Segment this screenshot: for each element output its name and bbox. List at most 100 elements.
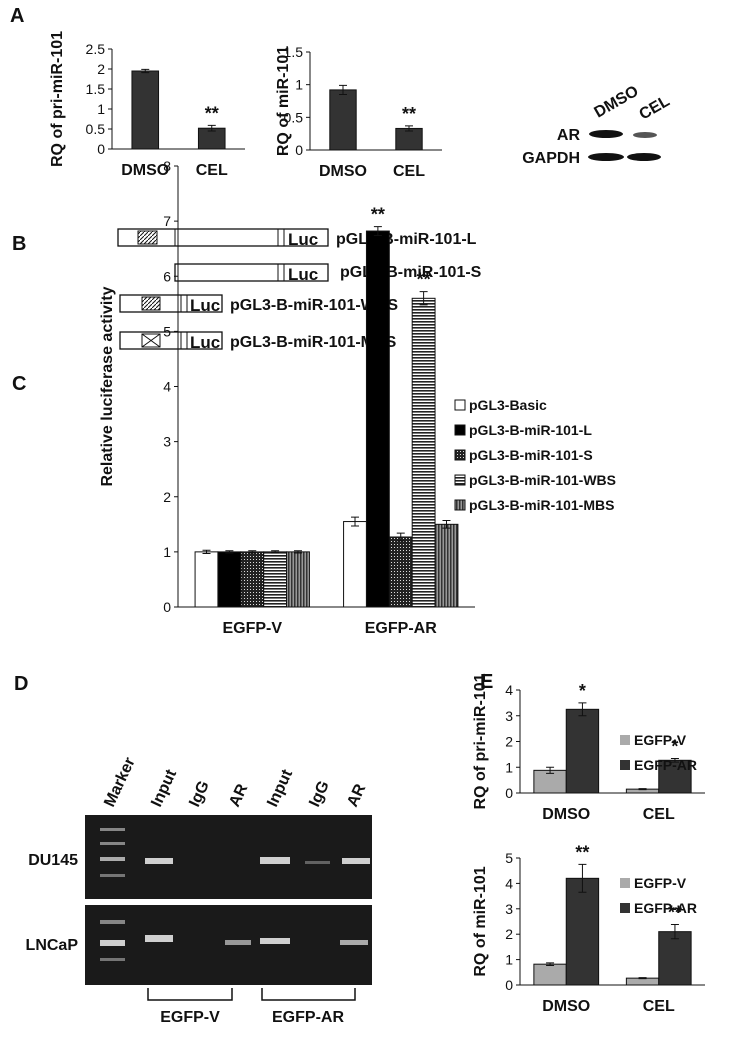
band [627,153,661,161]
y-tick-label: 0 [97,141,105,157]
y-axis-label: Relative luciferase activity [99,286,116,486]
error-bar [396,532,405,542]
x-tick-label: EGFP-AR [365,620,437,637]
error-bar [202,549,211,555]
legend-swatch [454,474,466,486]
y-tick-label: 1 [505,759,513,775]
legend-swatch [454,424,466,436]
x-tick-label: CEL [196,162,228,179]
x-tick-label: CEL [643,998,675,1015]
blot-lane-label: DMSO [592,83,642,122]
y-tick-label: 1.5 [86,81,106,97]
blot-lane-label: CEL [637,93,673,124]
lane-label: Input [264,766,296,809]
legend-label: EGFP-V [634,732,687,748]
significance: ** [402,104,416,124]
y-tick-label: 1 [505,952,513,968]
band [633,132,657,138]
error-bar [670,924,679,940]
luc-label: Luc [190,296,220,315]
error-bar [225,550,234,554]
significance: * [579,681,586,701]
y-tick-label: 2 [505,734,513,750]
significance: ** [371,205,385,225]
bar [329,89,357,151]
y-tick-label: 2 [505,926,513,942]
legend-label: pGL3-B-miR-101-MBS [469,497,614,513]
y-tick-label: 1.5 [284,44,304,60]
y-tick-label: 3 [505,708,513,724]
bar [625,977,660,986]
error-bar [339,84,347,95]
y-tick-label: 0 [163,599,171,615]
y-tick-label: 0.5 [284,109,304,125]
y-tick-label: 2.5 [86,41,106,57]
legend-label: pGL3-Basic [469,397,547,413]
y-tick-label: 8 [163,158,171,174]
y-axis-label: RQ of pri-miR-101 [49,31,66,167]
legend-label: EGFP-AR [634,757,697,773]
x-tick-label: DMSO [121,162,169,179]
lane-label: Marker [101,755,139,810]
x-tick-label: CEL [643,806,675,823]
legend-label: EGFP-V [634,875,687,891]
luc-label: Luc [288,265,318,284]
legend-swatch [454,449,466,461]
blot-row-label: GAPDH [522,150,580,167]
legend-label: EGFP-AR [634,900,697,916]
y-tick-label: 4 [163,379,171,395]
luc-label: Luc [288,230,318,249]
bar [194,551,219,608]
construct-label: pGL3-B-miR-101-S [340,264,482,281]
significance: * [671,736,678,756]
significance: ** [205,103,219,123]
lane-label: AR [226,781,251,810]
bar [217,551,242,608]
band [589,130,623,138]
bar [263,551,288,608]
error-bar [207,124,216,132]
lane-label: Input [148,766,180,809]
bar [434,523,459,608]
x-tick-label: CEL [393,163,425,180]
bar [286,551,310,608]
error-bar [578,702,587,717]
lane-label: AR [344,781,369,810]
error-bar [293,550,302,554]
construct-label: pGL3-B-miR-101-WBS [230,297,398,314]
y-tick-label: 4 [505,875,513,891]
cell-line-label: LNCaP [26,937,79,954]
y-tick-label: 7 [163,213,171,229]
western-blot: DMSO CEL AR GAPDH [522,83,673,167]
bar [411,297,436,608]
legend-swatch [620,760,630,770]
y-tick-label: 6 [163,268,171,284]
x-tick-label: DMSO [542,998,590,1015]
legend-swatch [454,399,466,411]
error-bar [405,125,413,132]
construct-label: pGL3-B-miR-101-L [336,231,477,248]
x-tick-label: DMSO [542,806,590,823]
y-tick-label: 5 [163,323,171,339]
legend-label: pGL3-B-miR-101-L [469,422,592,438]
y-tick-label: 2 [163,489,171,505]
legend-label: pGL3-B-miR-101-S [469,447,593,463]
panel-label: B [12,233,26,255]
error-bar [419,291,428,306]
error-bar [373,226,382,236]
group-label: EGFP-AR [272,1009,344,1026]
group-label: EGFP-V [160,1009,220,1026]
error-bar [578,863,587,893]
panel-label: A [10,5,24,27]
legend-swatch [620,878,630,888]
y-tick-label: 1 [97,101,105,117]
error-bar [442,519,451,529]
panel-label: C [12,373,26,395]
significance: ** [668,903,682,923]
error-bar [638,788,647,791]
x-tick-label: EGFP-V [222,620,282,637]
significance: ** [575,842,589,862]
bar [658,931,692,986]
significance: ** [417,270,431,290]
